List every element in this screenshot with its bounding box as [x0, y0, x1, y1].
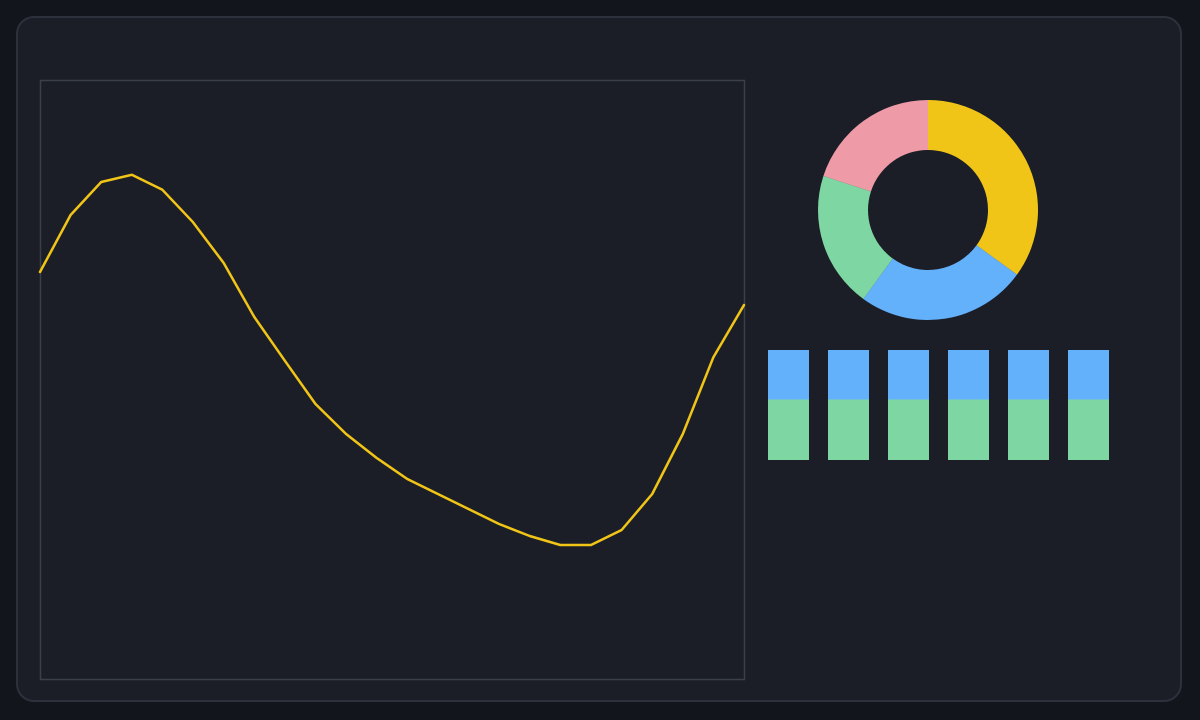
bar-3-segment-1	[888, 399, 929, 460]
donut-slice-3	[818, 176, 893, 299]
donut-slice-4	[823, 100, 928, 192]
bar-4-segment-2	[948, 350, 989, 400]
donut-chart	[818, 100, 1038, 320]
bar-6-segment-2	[1068, 350, 1109, 400]
line-chart	[38, 79, 746, 681]
donut-slice-1	[928, 100, 1038, 275]
bar-2-segment-2	[828, 350, 869, 400]
bar-5-segment-1	[1008, 399, 1049, 460]
line-chart-plot-area	[39, 79, 746, 681]
bar-4-segment-1	[948, 399, 989, 460]
bar-3-segment-2	[888, 350, 929, 400]
bar-1-segment-2	[768, 350, 809, 400]
bar-1-segment-1	[768, 399, 809, 460]
bar-2-segment-1	[828, 399, 869, 460]
donut-slice-2	[863, 245, 1017, 320]
bar-6-segment-1	[1068, 399, 1109, 460]
line-series	[38, 173, 746, 547]
stacked-bar-chart	[768, 350, 1109, 460]
bar-5-segment-2	[1008, 350, 1049, 400]
